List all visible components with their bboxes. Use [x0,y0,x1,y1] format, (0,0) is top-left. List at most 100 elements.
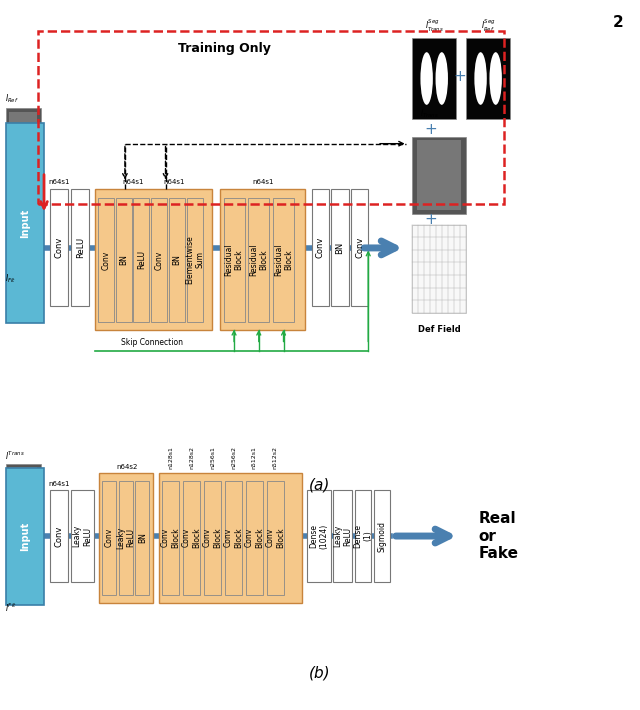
Bar [412,224,466,312]
Bar [246,481,263,594]
Bar [225,481,242,594]
Text: $I^{Seg}_{Trans}$: $I^{Seg}_{Trans}$ [425,18,444,35]
Text: Def Field: Def Field [418,324,461,334]
Bar [333,490,353,581]
Text: Input: Input [20,522,30,551]
Text: Conv: Conv [55,237,64,258]
Text: Conv: Conv [105,528,114,547]
Bar [119,481,133,594]
Bar [412,136,466,214]
Text: n256s2: n256s2 [231,446,236,469]
Bar [273,198,294,322]
Text: n64s1: n64s1 [163,179,185,185]
Text: $I^{Trans}$: $I^{Trans}$ [4,449,24,462]
Bar [6,123,44,323]
Ellipse shape [490,52,502,105]
Text: +: + [425,212,437,226]
Bar [6,468,44,605]
Text: BN: BN [172,254,181,266]
Text: Real
or
Fake: Real or Fake [479,511,518,561]
Text: $I_{Ref}$: $I_{Ref}$ [4,92,19,105]
Text: Input: Input [20,208,30,238]
Text: Conv: Conv [101,250,110,270]
Bar [267,481,284,594]
Text: n64s1: n64s1 [49,481,70,487]
Text: Skip Connection: Skip Connection [121,338,183,346]
Text: ReLU: ReLU [137,251,146,269]
Bar [116,198,132,322]
Text: ReLU: ReLU [76,237,84,258]
Text: BN: BN [138,532,147,543]
Bar [10,111,37,172]
Text: Elementwise
Sum: Elementwise Sum [185,236,204,284]
Bar [169,198,185,322]
Text: 2: 2 [613,15,623,30]
Text: $I_{Trans}$: $I_{Trans}$ [420,107,439,120]
Bar [417,141,461,210]
Text: (a): (a) [309,478,331,493]
Ellipse shape [474,52,487,105]
Bar [71,490,93,581]
Bar [374,490,390,581]
Text: Residual
Block: Residual Block [249,244,268,276]
Bar [151,198,167,322]
Text: Dense
(1): Dense (1) [353,524,373,548]
Ellipse shape [436,52,448,105]
Bar [10,467,37,514]
Bar [355,490,371,581]
Text: Leaky
ReLU: Leaky ReLU [333,525,353,547]
Text: $I_{Flt}$: $I_{Flt}$ [4,273,16,285]
Text: Residual
Block: Residual Block [225,244,244,276]
Text: Residual
Block: Residual Block [274,244,293,276]
Bar [136,481,149,594]
Text: n64s1: n64s1 [252,179,274,185]
Bar [466,38,510,119]
Bar [10,548,37,596]
Text: n256s1: n256s1 [210,447,215,469]
Bar [10,203,37,263]
Text: n512s2: n512s2 [273,446,278,469]
Bar [183,481,200,594]
Bar [412,38,456,119]
Bar [159,473,302,603]
Text: Sigmoid: Sigmoid [378,520,387,552]
Bar [134,198,149,322]
Bar [6,545,41,598]
Text: $I^{Seg}_{Ref}$: $I^{Seg}_{Ref}$ [481,18,495,35]
Text: Dense
(1024): Dense (1024) [309,523,328,549]
Ellipse shape [420,52,433,105]
Text: Conv: Conv [316,237,325,258]
Text: Conv
Block: Conv Block [266,528,285,548]
Text: n64s1: n64s1 [49,179,70,185]
Text: Training Only: Training Only [179,42,271,55]
Text: Leaky
ReLU: Leaky ReLU [73,525,92,547]
Bar [98,198,114,322]
Text: (b): (b) [309,666,331,681]
Text: +: + [425,122,437,137]
Bar [6,464,41,517]
Bar [162,481,179,594]
Bar [99,473,153,603]
Text: BN: BN [119,254,128,266]
Bar [95,190,212,330]
Bar [38,31,504,204]
Bar [332,190,349,306]
Bar [220,190,305,330]
Bar [6,200,41,267]
Bar [307,490,331,581]
Text: n128s2: n128s2 [189,446,194,469]
Text: Conv: Conv [155,250,164,270]
Text: n512s1: n512s1 [252,447,257,469]
Bar [102,481,116,594]
Text: Conv: Conv [355,237,364,258]
Bar [312,190,329,306]
Bar [351,190,368,306]
Bar [6,109,41,175]
Bar [248,198,269,322]
Text: Leaky
ReLU: Leaky ReLU [116,527,136,549]
Text: Conv
Block: Conv Block [161,528,180,548]
Bar [71,190,89,306]
Text: n128s1: n128s1 [168,447,173,469]
Bar [187,198,203,322]
Text: $I^{Flt}$: $I^{Flt}$ [4,601,17,614]
